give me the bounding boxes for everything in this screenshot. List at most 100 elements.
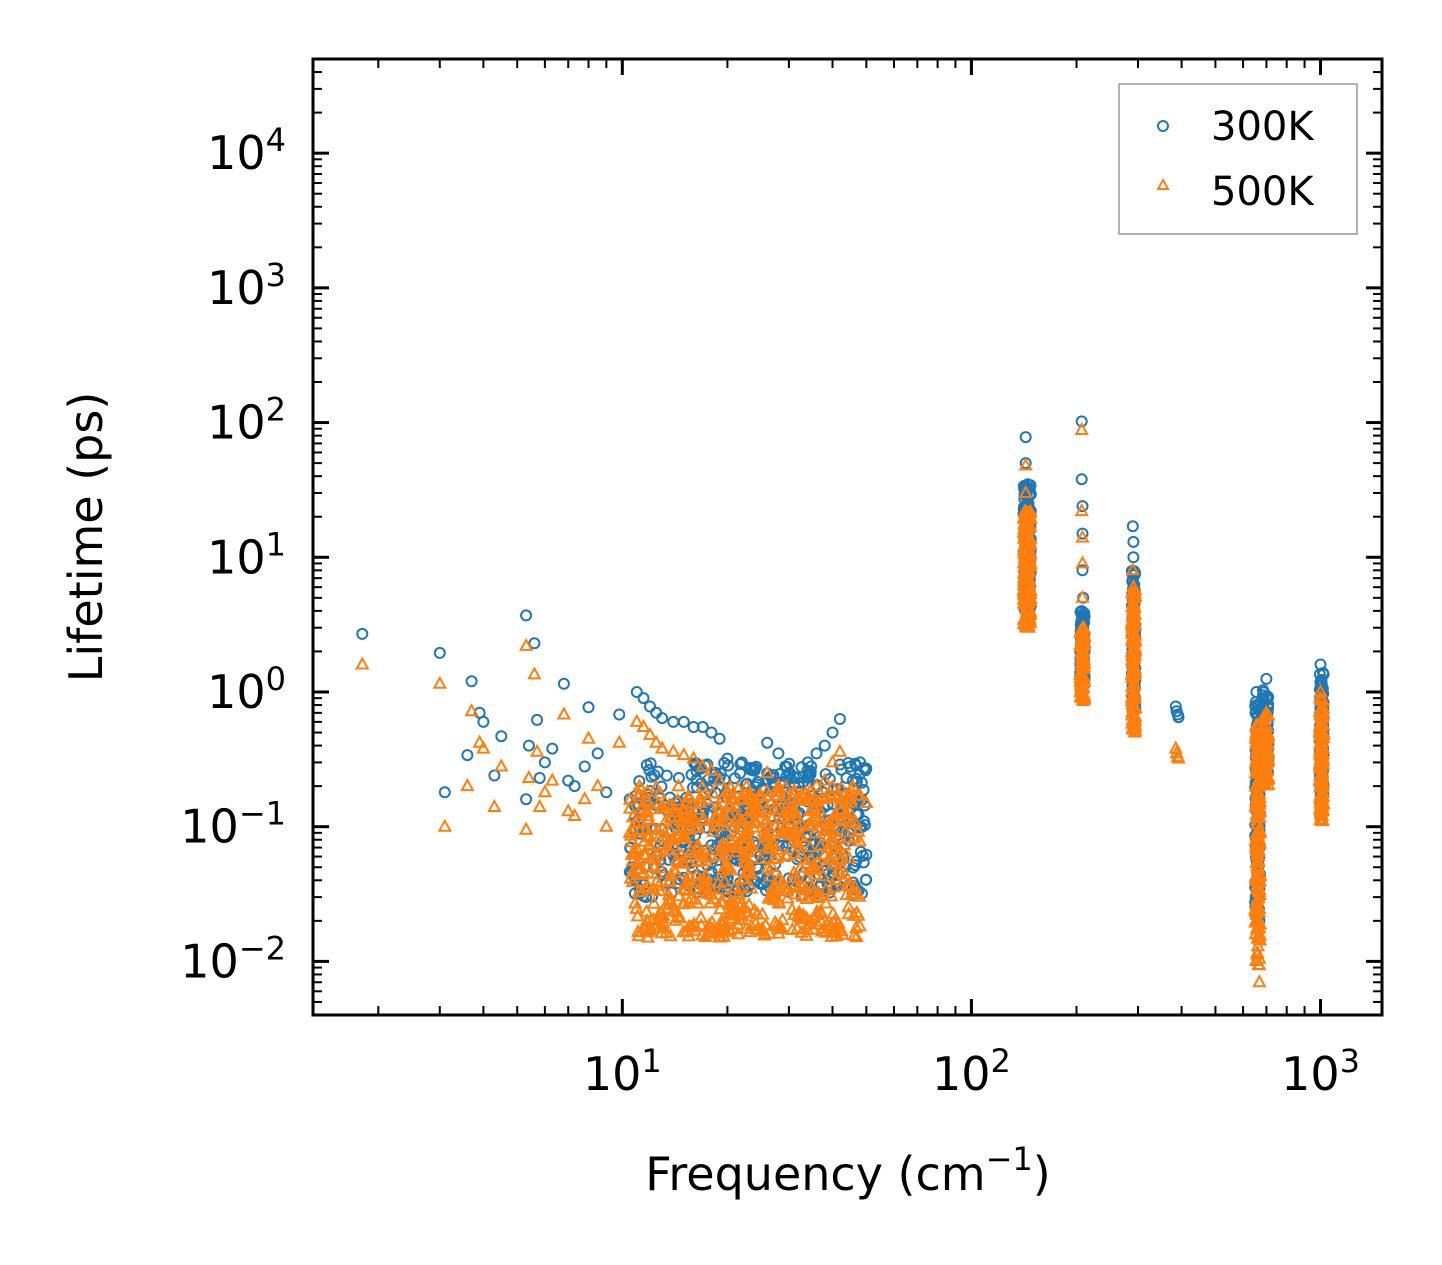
- 500k-point: [738, 854, 754, 868]
- 500k-point: [796, 911, 812, 925]
- 500k-point: [714, 912, 730, 926]
- 500k-point: [748, 915, 764, 929]
- 500k-point: [827, 813, 842, 827]
- 500k-point: [763, 795, 779, 809]
- 500k-point: [1259, 704, 1274, 718]
- 500k-point: [1249, 847, 1264, 861]
- 500k-point: [785, 921, 800, 935]
- 500k-point: [710, 875, 726, 889]
- 500k-point: [537, 784, 553, 798]
- 500k-point: [1125, 598, 1140, 612]
- 500k-point: [657, 824, 673, 838]
- 300k-point: [520, 609, 533, 622]
- 500k-point: [639, 802, 655, 816]
- 500k-point: [734, 791, 750, 805]
- 500k-point: [674, 847, 689, 861]
- 500k-point: [639, 903, 654, 917]
- 500k-point: [1018, 457, 1033, 471]
- 500k-point: [567, 807, 582, 821]
- 500k-point: [859, 794, 874, 808]
- 500k-point: [744, 880, 759, 894]
- 500k-point: [680, 788, 696, 802]
- 500k-point: [687, 891, 702, 905]
- 300k-point: [562, 774, 575, 787]
- 500k-point: [649, 734, 664, 748]
- 500k-point: [1315, 813, 1330, 827]
- 500k-point: [726, 921, 741, 935]
- 500k-point: [735, 813, 750, 827]
- 500k-point: [761, 889, 777, 903]
- 500k-point: [690, 853, 705, 867]
- 300k-point: [533, 772, 546, 784]
- 300k-point: [538, 756, 551, 769]
- 500k-point: [631, 813, 646, 827]
- 500k-point: [759, 811, 774, 825]
- 500k-point: [1260, 754, 1275, 768]
- 500k-point: [791, 818, 806, 832]
- 500k-point: [799, 927, 814, 941]
- 500k-point: [640, 857, 655, 871]
- 500k-point: [545, 772, 560, 786]
- 500k-point: [831, 861, 846, 875]
- 500k-point: [705, 785, 721, 799]
- 500k-point: [722, 796, 738, 810]
- y-axis-label: Lifetime (ps): [59, 392, 113, 683]
- 500k-point: [1075, 529, 1090, 543]
- data-points: [355, 415, 1331, 988]
- 500k-point: [824, 789, 839, 803]
- 500k-point: [670, 792, 685, 806]
- 300k-point: [630, 686, 643, 698]
- 500k-point: [695, 758, 710, 772]
- 500k-point: [635, 797, 650, 811]
- 500k-point: [694, 813, 710, 827]
- 500k-point: [692, 791, 707, 805]
- 500k-point: [713, 901, 728, 915]
- 500k-point: [715, 807, 731, 821]
- 500k-point: [1249, 724, 1264, 738]
- 300k-point: [1075, 473, 1088, 486]
- 500k-point: [1127, 690, 1142, 704]
- 300k-point: [644, 700, 656, 713]
- 500k-point: [1314, 754, 1330, 768]
- 500k-point: [1171, 750, 1186, 764]
- 500k-point: [1021, 563, 1037, 577]
- 300k-point: [802, 771, 815, 784]
- 500k-point: [622, 800, 638, 814]
- 500k-point: [660, 900, 675, 914]
- 500k-point: [711, 847, 726, 861]
- 500k-point: [663, 822, 678, 836]
- 500k-point: [781, 803, 797, 817]
- 500k-point: [629, 713, 644, 727]
- y-tick-label: 102: [207, 391, 286, 450]
- 500k-point: [714, 915, 730, 929]
- 500k-point: [758, 917, 773, 931]
- 500k-point: [743, 924, 758, 938]
- 500k-point: [732, 886, 747, 900]
- 500k-point: [731, 911, 747, 925]
- 500k-point: [1251, 861, 1266, 875]
- 500k-point: [763, 868, 778, 882]
- 500k-point: [704, 762, 719, 776]
- 500k-point: [1313, 683, 1328, 697]
- 300k-point: [356, 627, 369, 640]
- 500k-point: [761, 787, 776, 801]
- 500k-point: [725, 817, 740, 831]
- x-tick-label: 103: [1281, 1042, 1360, 1101]
- 500k-point: [784, 812, 799, 826]
- 500k-point: [590, 778, 605, 792]
- 300k-point: [826, 726, 839, 739]
- 300k-point: [520, 793, 533, 806]
- 500k-point: [741, 897, 757, 911]
- y-tick-labels: 104 103 102 101 100 10−1 10−2: [180, 121, 286, 988]
- 500k-point: [432, 675, 447, 689]
- 500k-point: [799, 869, 814, 883]
- y-tick-label: 100: [207, 660, 286, 719]
- 300k-point: [656, 712, 669, 725]
- 500k-point: [791, 904, 807, 918]
- 500k-point: [1020, 571, 1035, 585]
- 500k-point: [849, 929, 864, 943]
- 500k-point: [765, 881, 781, 895]
- 300k-point: [568, 780, 581, 793]
- 300k-point: [860, 848, 873, 861]
- 500k-point: [577, 791, 592, 805]
